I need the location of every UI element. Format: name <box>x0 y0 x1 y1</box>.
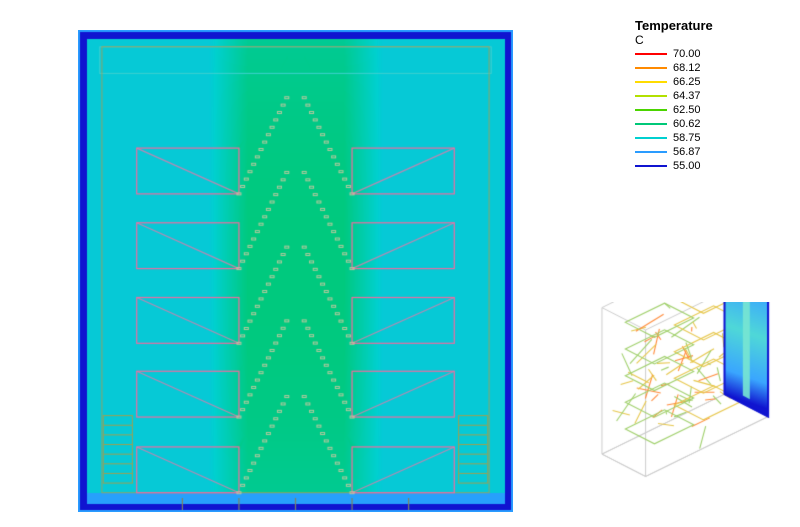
legend-row: 56.87 <box>635 145 713 159</box>
legend-value: 60.62 <box>673 118 701 130</box>
temperature-legend: Temperature C 70.00 68.12 66.25 64.37 62.50 6… <box>635 18 713 173</box>
legend-value: 64.37 <box>673 90 701 102</box>
legend-row: 68.12 <box>635 61 713 75</box>
legend-row: 62.50 <box>635 103 713 117</box>
legend-unit: C <box>635 33 713 47</box>
legend-rows: 70.00 68.12 66.25 64.37 62.50 60.62 58.75 56.87… <box>635 47 713 173</box>
legend-color-line <box>635 81 667 83</box>
legend-value: 58.75 <box>673 132 701 144</box>
legend-row: 58.75 <box>635 131 713 145</box>
legend-color-line <box>635 109 667 111</box>
legend-color-line <box>635 165 667 167</box>
legend-color-line <box>635 53 667 55</box>
legend-value: 56.87 <box>673 146 701 158</box>
legend-value: 70.00 <box>673 48 701 60</box>
legend-value: 66.25 <box>673 76 701 88</box>
iso-3d-inset <box>562 302 784 497</box>
legend-value: 62.50 <box>673 104 701 116</box>
legend-value: 68.12 <box>673 62 701 74</box>
inset-canvas <box>562 302 784 497</box>
main-temperature-plane <box>78 30 513 512</box>
legend-row: 60.62 <box>635 117 713 131</box>
legend-color-line <box>635 151 667 153</box>
legend-value: 55.00 <box>673 160 701 172</box>
legend-row: 55.00 <box>635 159 713 173</box>
legend-row: 66.25 <box>635 75 713 89</box>
legend-color-line <box>635 95 667 97</box>
legend-color-line <box>635 137 667 139</box>
legend-color-line <box>635 67 667 69</box>
legend-color-line <box>635 123 667 125</box>
legend-title: Temperature <box>635 18 713 33</box>
legend-row: 64.37 <box>635 89 713 103</box>
main-canvas <box>78 30 513 512</box>
legend-row: 70.00 <box>635 47 713 61</box>
